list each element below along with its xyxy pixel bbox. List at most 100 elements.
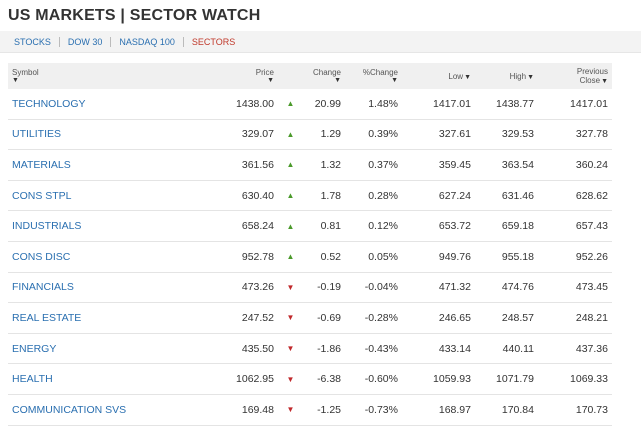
column-header[interactable]: Previous Close▼ [538,63,612,89]
value-cell: 952.26 [538,241,612,273]
value-cell: 360.24 [538,149,612,181]
value-cell: 248.57 [475,302,538,334]
value-cell: 440.11 [475,333,538,365]
value-cell: 1.78 [303,180,345,212]
value-cell: 474.76 [475,272,538,304]
value-cell: 653.72 [402,210,475,242]
column-header[interactable]: Low▼ [402,63,475,89]
value-cell: 0.05% [345,241,402,273]
header-text: High [509,71,527,81]
value-cell: 1.29 [303,119,345,151]
tab[interactable]: NASDAQ 100 [111,37,184,47]
trend-arrow: ▼ [278,363,303,395]
tab[interactable]: STOCKS [6,37,60,47]
trend-arrow: ▲ [278,180,303,212]
value-cell: 658.24 [230,210,278,242]
value-cell: 0.28% [345,180,402,212]
value-cell: 952.78 [230,241,278,273]
value-cell: -0.43% [345,333,402,365]
trend-arrow: ▲ [278,119,303,151]
table-row: CONS STPL 630.40 ▲ 1.78 0.28% 627.24 631.46 628… [8,180,612,212]
value-cell: 631.46 [475,180,538,212]
value-cell: 1069.33 [538,363,612,395]
value-cell: 955.18 [475,241,538,273]
value-cell: -0.60% [345,363,402,395]
value-cell: 471.32 [402,272,475,304]
value-cell: 327.61 [402,119,475,151]
tab[interactable]: DOW 30 [60,37,112,47]
header-row: Symbol ▼ Price ▼ Change ▼ %Change ▼ Low▼ Hig… [8,63,612,89]
value-cell: 0.39% [345,119,402,151]
value-cell: 1438.00 [230,89,278,120]
header-text: Price [255,68,274,77]
symbol-cell[interactable]: MATERIALS [8,149,230,181]
symbol-cell[interactable]: INDUSTRIALS [8,210,230,242]
symbol-cell[interactable]: CONS STPL [8,180,230,212]
column-header[interactable]: Change ▼ [303,63,345,89]
value-cell: 1438.77 [475,89,538,120]
value-cell: 1417.01 [402,89,475,120]
value-cell: 435.50 [230,333,278,365]
symbol-cell[interactable]: CONS DISC [8,241,230,273]
sector-table: Symbol ▼ Price ▼ Change ▼ %Change ▼ Low▼ Hig… [8,63,612,426]
value-cell: -1.25 [303,394,345,426]
value-cell: 627.24 [402,180,475,212]
symbol-cell[interactable]: UTILITIES [8,119,230,151]
column-header[interactable]: Symbol ▼ [8,63,230,89]
table-row: HEALTH 1062.95 ▼ -6.38 -0.60% 1059.93 1071.79 1… [8,363,612,395]
value-cell: 170.84 [475,394,538,426]
table-row: COMMUNICATION SVS 169.48 ▼ -1.25 -0.73% 168.9… [8,394,612,426]
value-cell: 1.32 [303,149,345,181]
table-row: REAL ESTATE 247.52 ▼ -0.69 -0.28% 246.65 248.5… [8,302,612,334]
header-text: Low [448,71,464,81]
table-row: TECHNOLOGY 1438.00 ▲ 20.99 1.48% 1417.01 1438.… [8,89,612,120]
value-cell: -0.19 [303,272,345,304]
value-cell: 0.37% [345,149,402,181]
value-cell: 657.43 [538,210,612,242]
value-cell: -0.73% [345,394,402,426]
symbol-cell[interactable]: REAL ESTATE [8,302,230,334]
table-row: FINANCIALS 473.26 ▼ -0.19 -0.04% 471.32 474.76… [8,272,612,304]
value-cell: 361.56 [230,149,278,181]
value-cell: 0.12% [345,210,402,242]
trend-arrow: ▼ [278,394,303,426]
symbol-cell[interactable]: TECHNOLOGY [8,89,230,120]
table-row: MATERIALS 361.56 ▲ 1.32 0.37% 359.45 363.54 360… [8,149,612,181]
value-cell: -1.86 [303,333,345,365]
column-header[interactable]: %Change ▼ [345,63,402,89]
value-cell: 0.81 [303,210,345,242]
table-row: INDUSTRIALS 658.24 ▲ 0.81 0.12% 653.72 659.18 6… [8,210,612,242]
value-cell: 327.78 [538,119,612,151]
column-header[interactable]: High▼ [475,63,538,89]
trend-arrow: ▼ [278,272,303,304]
symbol-cell[interactable]: HEALTH [8,363,230,395]
value-cell: -0.04% [345,272,402,304]
column-header[interactable]: Price ▼ [230,63,278,89]
value-cell: -0.69 [303,302,345,334]
value-cell: 437.36 [538,333,612,365]
value-cell: 1071.79 [475,363,538,395]
value-cell: 949.76 [402,241,475,273]
value-cell: 359.45 [402,149,475,181]
header-text: Previous Close [576,67,608,85]
value-cell: -0.28% [345,302,402,334]
value-cell: 20.99 [303,89,345,120]
symbol-cell[interactable]: FINANCIALS [8,272,230,304]
tab[interactable]: SECTORS [191,37,236,47]
value-cell: 329.07 [230,119,278,151]
value-cell: 169.48 [230,394,278,426]
header-text: %Change [362,68,398,77]
value-cell: 473.26 [230,272,278,304]
header-text: Change [312,68,341,77]
table-row: CONS DISC 952.78 ▲ 0.52 0.05% 949.76 955.18 952… [8,241,612,273]
trend-arrow: ▲ [278,241,303,273]
value-cell: 363.54 [475,149,538,181]
symbol-cell[interactable]: ENERGY [8,333,230,365]
symbol-cell[interactable]: COMMUNICATION SVS [8,394,230,426]
trend-arrow: ▲ [278,89,303,120]
trend-arrow: ▼ [278,302,303,334]
value-cell: 329.53 [475,119,538,151]
trend-arrow: ▲ [278,149,303,181]
table-row: ENERGY 435.50 ▼ -1.86 -0.43% 433.14 440.11 437.… [8,333,612,365]
value-cell: 247.52 [230,302,278,334]
